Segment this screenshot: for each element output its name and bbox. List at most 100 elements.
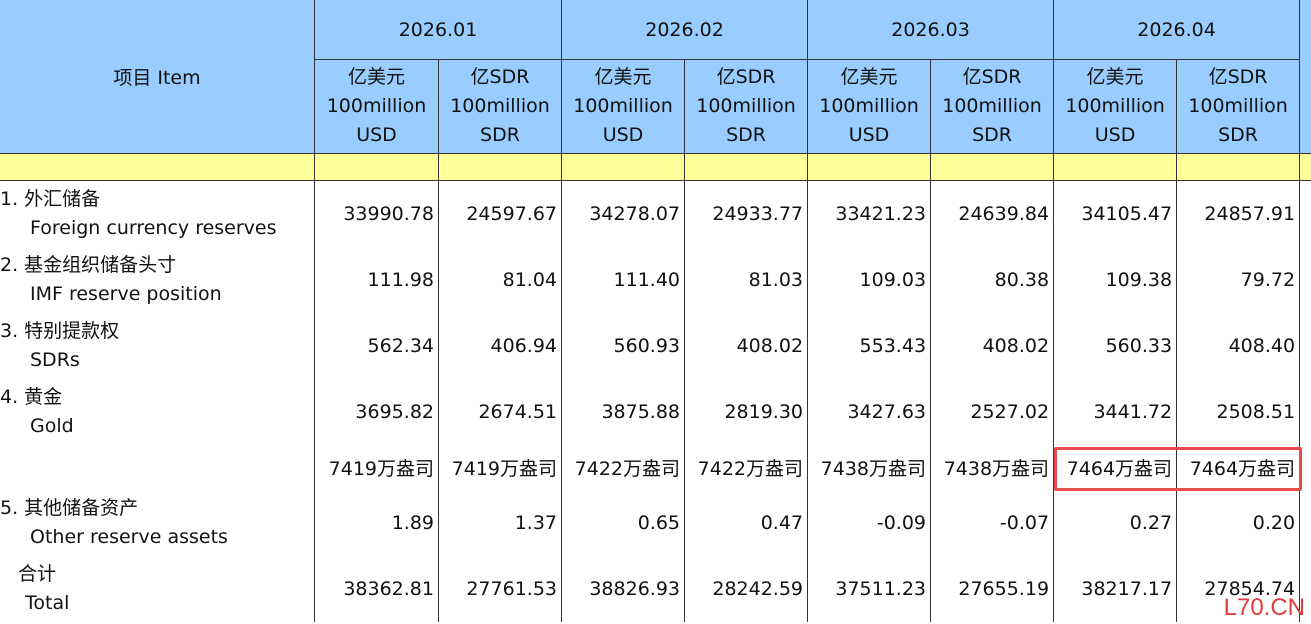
filler-cell xyxy=(1299,180,1311,247)
item-label-cn: 1. 外汇储备 xyxy=(0,187,101,210)
value-cell: 28242.59 xyxy=(684,555,809,622)
value-cell: 33421.23 xyxy=(807,180,932,247)
watermark: L70.CN xyxy=(1223,594,1305,621)
value-cell: 7438万盎司 xyxy=(930,444,1055,490)
month-header: 2026.01 xyxy=(313,0,563,60)
value-cell: 24857.91 xyxy=(1176,180,1301,247)
value-cell: 408.40 xyxy=(1176,312,1301,379)
filler-cell xyxy=(1299,312,1311,379)
item-cell: 1. 外汇储备 Foreign currency reserves xyxy=(0,180,315,247)
band-row xyxy=(0,153,1311,181)
value-cell: 2674.51 xyxy=(437,378,563,445)
value-cell: 408.02 xyxy=(930,312,1055,379)
value-cell: 81.03 xyxy=(684,246,809,313)
unit-usd-header: 亿美元 100million USD xyxy=(561,59,686,154)
value-cell: 34105.47 xyxy=(1053,180,1178,247)
value-cell: 3427.63 xyxy=(807,378,932,445)
header-filler xyxy=(1299,0,1311,154)
month-header: 2026.03 xyxy=(807,0,1055,60)
item-cell xyxy=(0,444,315,490)
table-row: 4. 黄金 Gold 3695.82 2674.51 3875.88 2819.30 342… xyxy=(0,378,1311,445)
value-cell: 1.37 xyxy=(437,489,563,556)
item-label-en: Foreign currency reserves xyxy=(30,216,277,239)
unit-sdr-header: 亿SDR 100million SDR xyxy=(930,59,1055,154)
item-label-en: IMF reserve position xyxy=(30,282,222,305)
table-row: 7419万盎司 7419万盎司 7422万盎司 7422万盎司 7438万盎司 7438万… xyxy=(0,444,1311,490)
item-label-en: Gold xyxy=(30,414,74,437)
item-label-en: SDRs xyxy=(30,348,80,371)
value-cell: 24639.84 xyxy=(930,180,1055,247)
value-cell: 562.34 xyxy=(314,312,439,379)
item-label-cn: 4. 黄金 xyxy=(0,385,63,408)
value-cell: 1.89 xyxy=(314,489,439,556)
value-cell: 0.20 xyxy=(1176,489,1301,556)
value-cell: 7464万盎司 xyxy=(1176,444,1301,490)
unit-usd-header: 亿美元 100million USD xyxy=(1053,59,1178,154)
value-cell: 7464万盎司 xyxy=(1053,444,1178,490)
unit-sdr-header: 亿SDR 100million SDR xyxy=(437,59,563,154)
value-cell: 406.94 xyxy=(437,312,563,379)
value-cell: 553.43 xyxy=(807,312,932,379)
value-cell: 37511.23 xyxy=(807,555,932,622)
table-row: 2. 基金组织储备头寸 IMF reserve position 111.98 81.… xyxy=(0,246,1311,313)
value-cell: 81.04 xyxy=(437,246,563,313)
table-row: 5. 其他储备资产 Other reserve assets 1.89 1.37 0.6… xyxy=(0,489,1311,556)
value-cell: 560.33 xyxy=(1053,312,1178,379)
value-cell: 80.38 xyxy=(930,246,1055,313)
value-cell: 7419万盎司 xyxy=(437,444,563,490)
value-cell: 111.40 xyxy=(561,246,686,313)
value-cell: 79.72 xyxy=(1176,246,1301,313)
item-cell: 4. 黄金 Gold xyxy=(0,378,315,445)
table-row: 3. 特别提款权 SDRs 562.34 406.94 560.93 408.02 553.… xyxy=(0,312,1311,379)
value-cell: 560.93 xyxy=(561,312,686,379)
value-cell: 109.03 xyxy=(807,246,932,313)
filler-cell xyxy=(1299,378,1311,445)
item-cell: 5. 其他储备资产 Other reserve assets xyxy=(0,489,315,556)
table-body: 1. 外汇储备 Foreign currency reserves 33990.78… xyxy=(0,180,1311,622)
item-label-cn: 2. 基金组织储备头寸 xyxy=(0,253,177,276)
value-cell: 0.47 xyxy=(684,489,809,556)
item-cell: 合计 Total xyxy=(0,555,315,622)
item-header: 项目 Item xyxy=(0,0,315,154)
value-cell: 2819.30 xyxy=(684,378,809,445)
value-cell: 38826.93 xyxy=(561,555,686,622)
highlight-box xyxy=(1054,447,1302,491)
item-label-cn: 合计 xyxy=(18,562,57,585)
filler-cell xyxy=(1299,246,1311,313)
value-cell: 408.02 xyxy=(684,312,809,379)
value-cell: 3441.72 xyxy=(1053,378,1178,445)
value-cell: 0.65 xyxy=(561,489,686,556)
item-label-cn: 5. 其他储备资产 xyxy=(0,496,139,519)
value-cell: 38362.81 xyxy=(314,555,439,622)
month-header: 2026.04 xyxy=(1053,0,1301,60)
item-cell: 2. 基金组织储备头寸 IMF reserve position xyxy=(0,246,315,313)
table-row: 合计 Total 38362.81 27761.53 38826.93 28242.59 3… xyxy=(0,555,1311,622)
item-label-en: Other reserve assets xyxy=(30,525,228,548)
value-cell: 111.98 xyxy=(314,246,439,313)
unit-usd-header: 亿美元 100million USD xyxy=(807,59,932,154)
value-cell: -0.07 xyxy=(930,489,1055,556)
value-cell: 27761.53 xyxy=(437,555,563,622)
value-cell: 7438万盎司 xyxy=(807,444,932,490)
value-cell: 0.27 xyxy=(1053,489,1178,556)
value-cell: 38217.17 xyxy=(1053,555,1178,622)
value-cell: 24597.67 xyxy=(437,180,563,247)
value-cell: 7419万盎司 xyxy=(314,444,439,490)
unit-sdr-header: 亿SDR 100million SDR xyxy=(684,59,809,154)
filler-cell xyxy=(1299,489,1311,556)
value-cell: 109.38 xyxy=(1053,246,1178,313)
unit-usd-header: 亿美元 100million USD xyxy=(314,59,439,154)
value-cell: 24933.77 xyxy=(684,180,809,247)
value-cell: 3695.82 xyxy=(314,378,439,445)
value-cell: 27655.19 xyxy=(930,555,1055,622)
unit-sdr-header: 亿SDR 100million SDR xyxy=(1176,59,1301,154)
value-cell: 34278.07 xyxy=(561,180,686,247)
month-header: 2026.02 xyxy=(561,0,809,60)
item-label-en: Total xyxy=(25,591,70,614)
table-row: 1. 外汇储备 Foreign currency reserves 33990.78… xyxy=(0,180,1311,247)
filler-cell xyxy=(1299,555,1311,622)
value-cell: 33990.78 xyxy=(314,180,439,247)
value-cell: 27854.74 xyxy=(1176,555,1301,622)
value-cell: 7422万盎司 xyxy=(684,444,809,490)
